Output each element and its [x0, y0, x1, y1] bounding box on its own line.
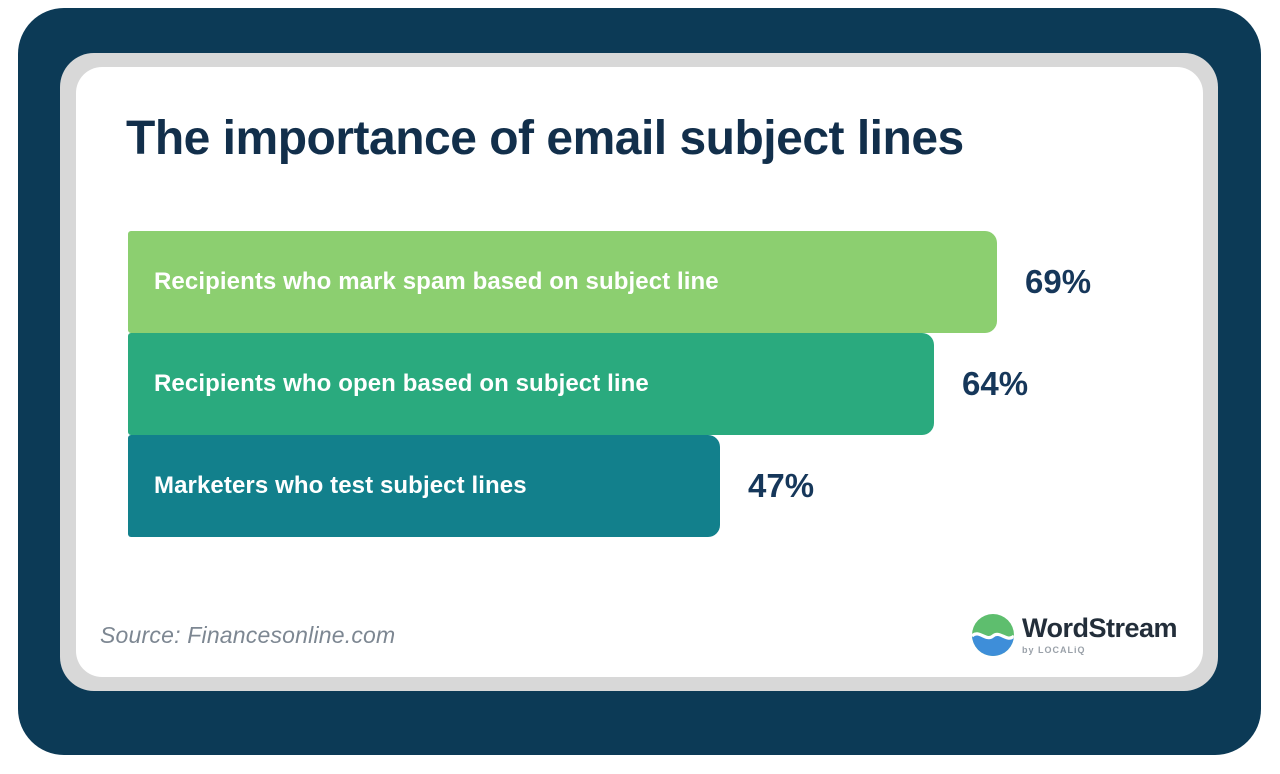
logo-byline: by LOCALiQ [1021, 645, 1086, 655]
bar-chart: Recipients who mark spam based on subjec… [128, 231, 1203, 537]
wordstream-logo-text: WordStream by LOCALiQ [1021, 613, 1178, 656]
source-text: Source: Financesonline.com [100, 621, 396, 648]
infographic-card: The importance of email subject lines Re… [76, 67, 1203, 677]
bar-row: Marketers who test subject lines 47% [128, 435, 1203, 537]
bar: Marketers who test subject lines [128, 435, 720, 537]
bar: Recipients who open based on subject lin… [128, 333, 934, 435]
bar-label: Recipients who open based on subject lin… [154, 370, 649, 397]
inner-frame: The importance of email subject lines Re… [60, 53, 1218, 691]
logo-brand: WordStream [1021, 613, 1178, 643]
bar-label: Recipients who mark spam based on subjec… [154, 268, 719, 295]
footer: Source: Financesonline.com WordStream by… [100, 609, 1178, 661]
chart-title: The importance of email subject lines [126, 112, 964, 165]
bar-value: 69% [1025, 263, 1092, 300]
wordstream-logo: WordStream by LOCALiQ [971, 613, 1178, 656]
outer-frame: The importance of email subject lines Re… [18, 8, 1261, 755]
bar-value: 64% [962, 365, 1029, 402]
bar-label: Marketers who test subject lines [154, 472, 527, 499]
bar-value: 47% [748, 467, 815, 504]
bar-row: Recipients who open based on subject lin… [128, 333, 1203, 435]
bar-row: Recipients who mark spam based on subjec… [128, 231, 1203, 333]
bar: Recipients who mark spam based on subjec… [128, 231, 997, 333]
wordstream-globe-icon [971, 614, 1014, 656]
